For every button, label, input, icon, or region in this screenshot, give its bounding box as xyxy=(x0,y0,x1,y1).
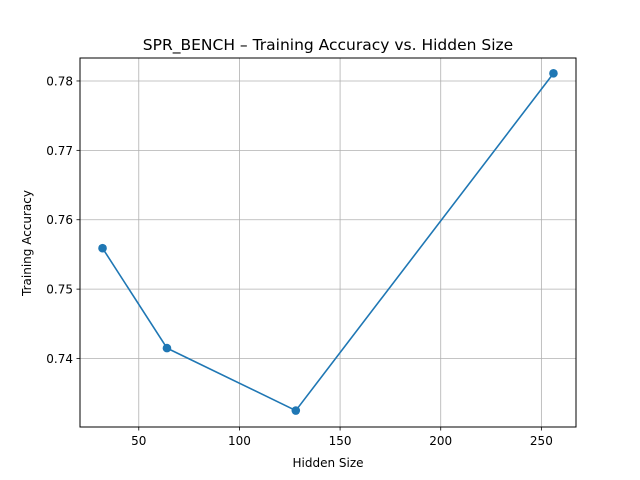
x-tick-label: 250 xyxy=(530,434,553,448)
y-tick-label: 0.74 xyxy=(46,352,73,366)
series-line xyxy=(101,72,555,412)
series-layer xyxy=(98,69,558,415)
y-tick-label: 0.77 xyxy=(46,144,73,158)
y-tick-label: 0.75 xyxy=(46,283,73,297)
x-axis-label: Hidden Size xyxy=(292,456,363,470)
data-point xyxy=(291,406,301,415)
data-point xyxy=(549,69,558,78)
y-tick-label: 0.78 xyxy=(46,74,73,88)
tick-layer: 50 100 150 200 250 0.74 0.75 0.76 0.77 0.78 xyxy=(46,74,553,448)
x-tick-label: 150 xyxy=(329,434,352,448)
x-tick-label: 200 xyxy=(429,434,452,448)
chart-title: SPR_BENCH – Training Accuracy vs. Hidden… xyxy=(143,36,513,55)
x-tick-label: 50 xyxy=(131,434,146,448)
grid-layer xyxy=(80,58,576,427)
y-axis-label: Training Accuracy xyxy=(20,190,34,297)
plot-area: 50 100 150 200 250 0.74 0.75 0.76 0.77 0.78 xyxy=(46,57,577,448)
y-tick-label: 0.76 xyxy=(46,213,73,227)
data-point xyxy=(98,243,107,253)
x-tick-label: 100 xyxy=(228,434,251,448)
data-point xyxy=(162,343,172,353)
plot-frame xyxy=(79,57,577,428)
